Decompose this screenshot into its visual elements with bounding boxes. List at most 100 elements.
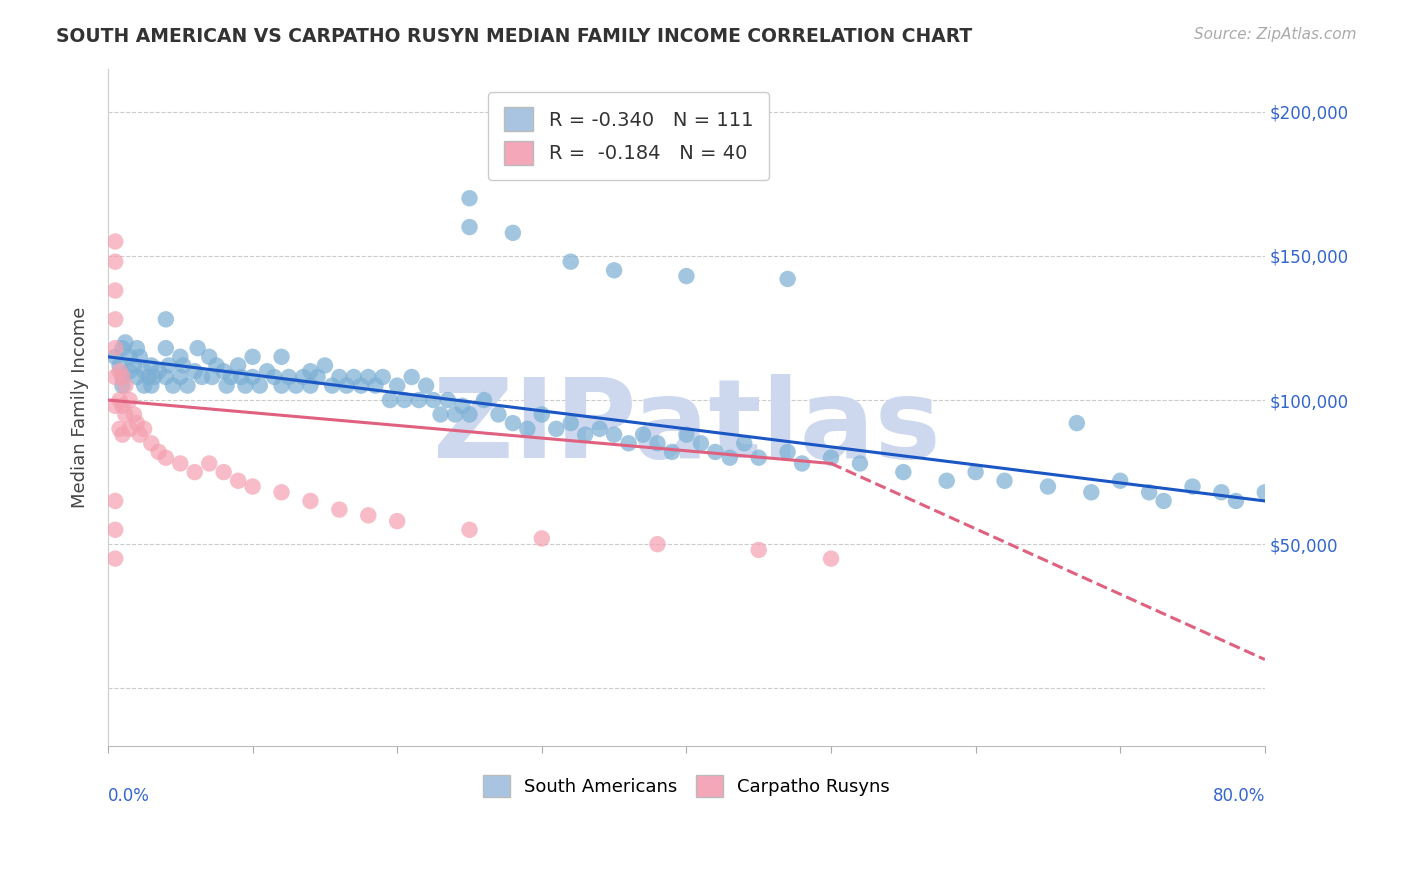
Point <box>122 408 145 422</box>
Point <box>336 378 359 392</box>
Point <box>176 378 198 392</box>
Point <box>138 370 160 384</box>
Point <box>357 370 380 384</box>
Point <box>1225 494 1247 508</box>
Point <box>229 370 252 384</box>
Point <box>1181 479 1204 493</box>
Point <box>458 408 481 422</box>
Point <box>122 359 145 373</box>
Text: 0.0%: 0.0% <box>108 787 150 805</box>
Point <box>270 350 292 364</box>
Point <box>125 370 148 384</box>
Point <box>125 341 148 355</box>
Point <box>574 427 596 442</box>
Point <box>184 364 207 378</box>
Point <box>212 465 235 479</box>
Point <box>631 427 654 442</box>
Legend: South Americans, Carpatho Rusyns: South Americans, Carpatho Rusyns <box>475 768 897 805</box>
Point <box>422 392 444 407</box>
Point <box>169 457 191 471</box>
Point <box>111 341 134 355</box>
Point <box>201 370 224 384</box>
Point <box>935 474 957 488</box>
Point <box>647 436 669 450</box>
Point <box>458 220 481 235</box>
Point <box>993 474 1015 488</box>
Point <box>820 450 842 465</box>
Point <box>155 450 177 465</box>
Point <box>242 370 264 384</box>
Text: Source: ZipAtlas.com: Source: ZipAtlas.com <box>1194 27 1357 42</box>
Point <box>111 370 134 384</box>
Point <box>891 465 914 479</box>
Point <box>675 427 697 442</box>
Point <box>155 312 177 326</box>
Point <box>172 359 194 373</box>
Point <box>689 436 711 450</box>
Point <box>104 399 127 413</box>
Text: SOUTH AMERICAN VS CARPATHO RUSYN MEDIAN FAMILY INCOME CORRELATION CHART: SOUTH AMERICAN VS CARPATHO RUSYN MEDIAN … <box>56 27 973 45</box>
Text: 80.0%: 80.0% <box>1212 787 1265 805</box>
Point <box>104 341 127 355</box>
Point <box>235 378 257 392</box>
Point <box>776 272 799 286</box>
Point <box>387 514 409 528</box>
Point <box>965 465 987 479</box>
Point <box>603 427 626 442</box>
Point <box>560 416 582 430</box>
Point <box>502 226 524 240</box>
Point <box>184 465 207 479</box>
Point <box>104 350 127 364</box>
Point <box>187 341 209 355</box>
Point <box>603 263 626 277</box>
Point <box>849 457 872 471</box>
Point <box>118 422 141 436</box>
Point <box>502 416 524 430</box>
Point <box>111 427 134 442</box>
Point <box>299 378 322 392</box>
Point <box>357 508 380 523</box>
Point <box>458 191 481 205</box>
Point <box>451 399 474 413</box>
Point <box>530 532 553 546</box>
Point <box>371 370 394 384</box>
Point <box>415 378 437 392</box>
Point <box>820 551 842 566</box>
Point <box>249 378 271 392</box>
Point <box>169 350 191 364</box>
Point <box>198 457 221 471</box>
Point <box>104 523 127 537</box>
Point <box>141 436 163 450</box>
Point <box>1109 474 1132 488</box>
Point <box>444 408 467 422</box>
Point <box>111 370 134 384</box>
Point <box>270 378 292 392</box>
Point <box>118 392 141 407</box>
Point <box>378 392 401 407</box>
Point <box>157 359 180 373</box>
Point <box>219 370 242 384</box>
Point <box>108 359 131 373</box>
Point <box>104 551 127 566</box>
Point <box>191 370 214 384</box>
Point <box>141 378 163 392</box>
Point <box>128 427 150 442</box>
Point <box>169 370 191 384</box>
Point <box>212 364 235 378</box>
Point <box>1254 485 1277 500</box>
Point <box>134 378 156 392</box>
Point <box>162 378 184 392</box>
Point <box>675 269 697 284</box>
Point <box>256 364 278 378</box>
Point <box>198 350 221 364</box>
Point <box>458 523 481 537</box>
Point <box>1137 485 1160 500</box>
Point <box>647 537 669 551</box>
Point <box>1066 416 1088 430</box>
Point <box>285 378 308 392</box>
Point <box>486 408 509 422</box>
Point <box>328 370 350 384</box>
Point <box>111 399 134 413</box>
Point <box>343 370 366 384</box>
Point <box>1153 494 1175 508</box>
